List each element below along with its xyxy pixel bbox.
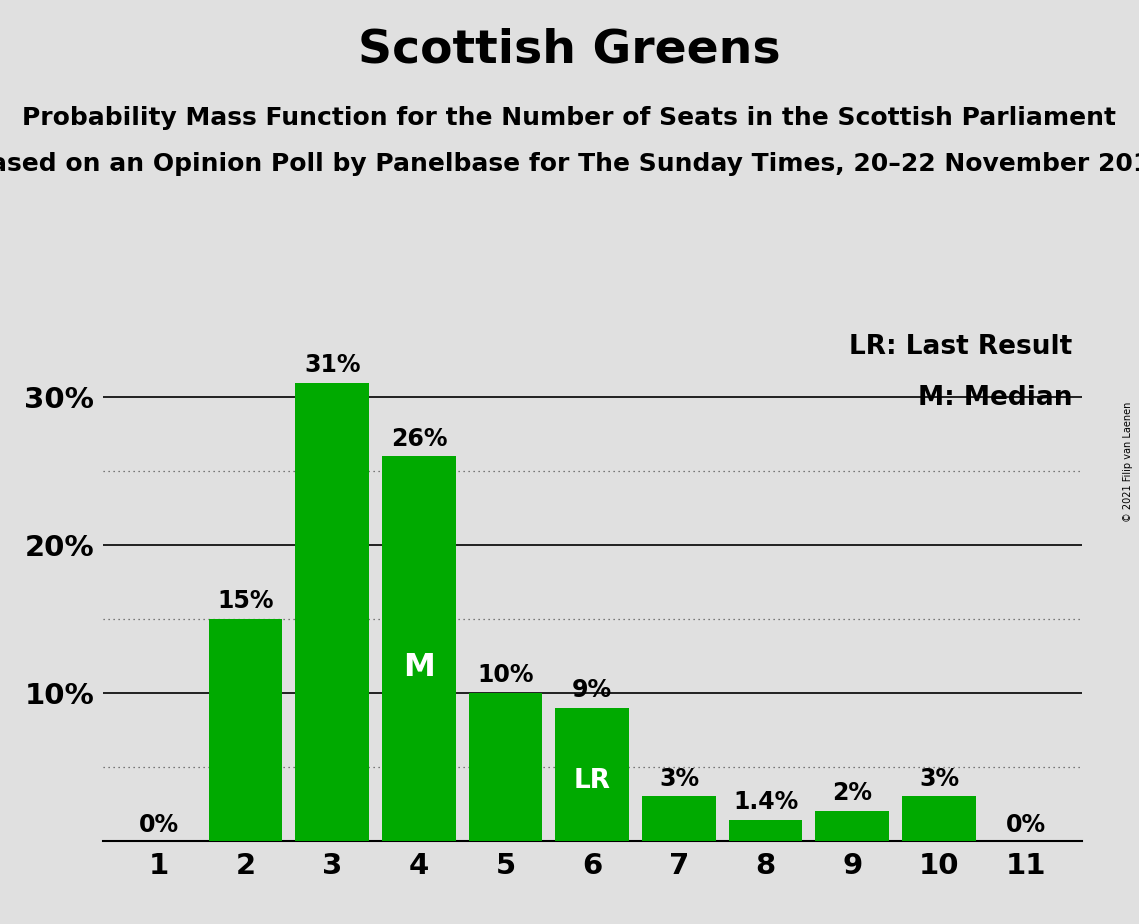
Bar bbox=[208, 619, 282, 841]
Text: 3%: 3% bbox=[658, 767, 699, 791]
Text: LR: Last Result: LR: Last Result bbox=[849, 334, 1072, 359]
Text: 3%: 3% bbox=[919, 767, 959, 791]
Text: 2%: 2% bbox=[833, 782, 872, 806]
Bar bbox=[295, 383, 369, 841]
Text: Probability Mass Function for the Number of Seats in the Scottish Parliament: Probability Mass Function for the Number… bbox=[23, 106, 1116, 130]
Bar bbox=[642, 796, 715, 841]
Text: 15%: 15% bbox=[218, 590, 273, 614]
Bar bbox=[469, 693, 542, 841]
Text: Based on an Opinion Poll by Panelbase for The Sunday Times, 20–22 November 2019: Based on an Opinion Poll by Panelbase fo… bbox=[0, 152, 1139, 176]
Bar bbox=[729, 821, 803, 841]
Text: 0%: 0% bbox=[1006, 813, 1046, 837]
Text: 31%: 31% bbox=[304, 353, 360, 377]
Text: 26%: 26% bbox=[391, 427, 448, 451]
Bar bbox=[556, 708, 629, 841]
Text: Scottish Greens: Scottish Greens bbox=[358, 28, 781, 73]
Text: M: M bbox=[403, 652, 435, 684]
Bar bbox=[816, 811, 890, 841]
Bar bbox=[902, 796, 976, 841]
Text: LR: LR bbox=[574, 768, 611, 794]
Text: 1.4%: 1.4% bbox=[734, 790, 798, 814]
Bar bbox=[382, 456, 456, 841]
Text: M: Median: M: Median bbox=[918, 385, 1072, 411]
Text: 0%: 0% bbox=[139, 813, 179, 837]
Text: 9%: 9% bbox=[572, 678, 613, 702]
Text: © 2021 Filip van Laenen: © 2021 Filip van Laenen bbox=[1123, 402, 1133, 522]
Text: 10%: 10% bbox=[477, 663, 534, 687]
